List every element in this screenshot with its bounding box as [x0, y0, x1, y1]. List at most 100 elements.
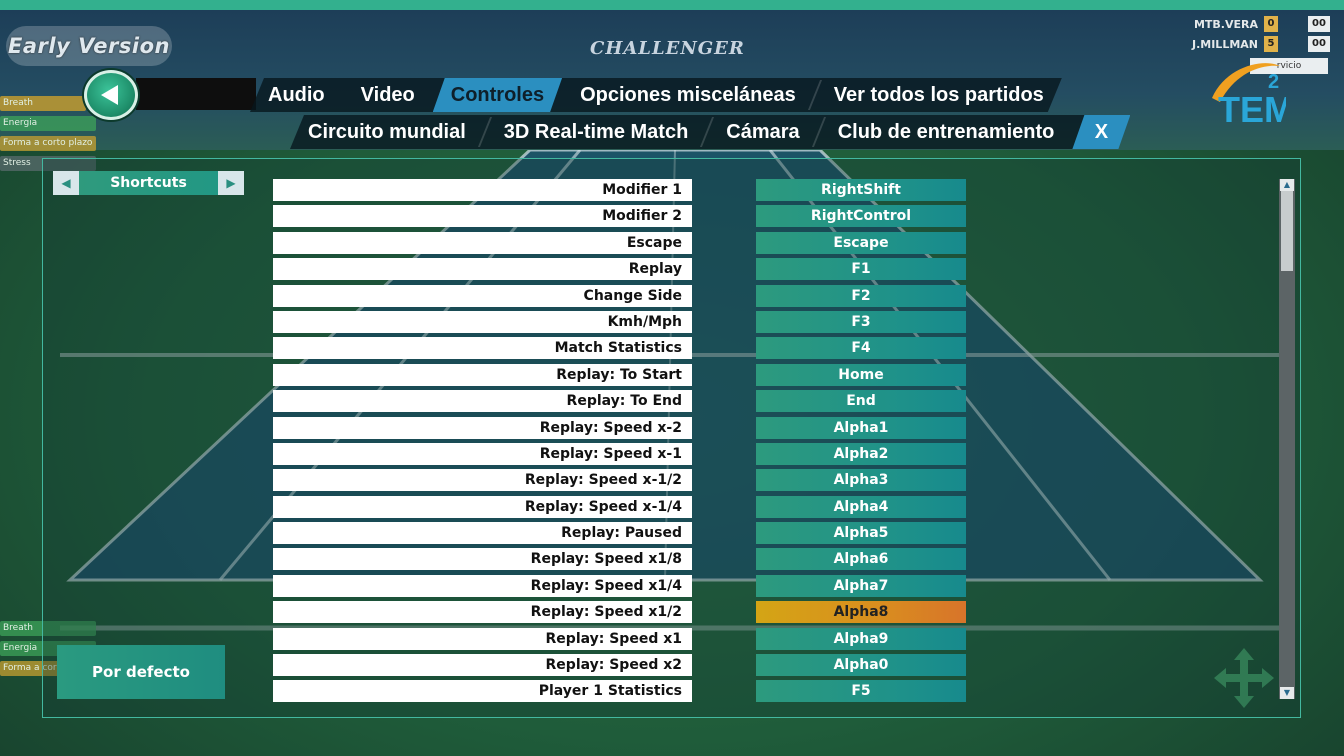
shortcut-row: Replay: Speed x1/8 Alpha6 — [273, 548, 973, 571]
key-binding-button[interactable]: Alpha3 — [756, 469, 966, 492]
key-binding-button[interactable]: F2 — [756, 284, 966, 307]
stat-fill — [0, 156, 96, 171]
set-score: 5 — [1264, 36, 1278, 52]
key-binding-button[interactable]: Alpha1 — [756, 416, 966, 439]
tab-ver-todos-los-partidos[interactable]: Ver todos los partidos — [833, 84, 1044, 106]
shortcut-row: Player 1 Statistics F5 — [273, 680, 973, 703]
key-binding-button[interactable]: RightControl — [756, 205, 966, 228]
scroll-thumb[interactable] — [1281, 191, 1293, 271]
key-binding-button[interactable]: F5 — [756, 680, 966, 703]
top-accent-strip — [0, 0, 1344, 10]
score-row-player1: MTB.VERA 0 00 — [1174, 14, 1330, 34]
shortcut-row: Replay: Speed x-2 Alpha1 — [273, 416, 973, 439]
scrollbar[interactable]: ▲ ▼ — [1279, 179, 1295, 699]
key-binding-button[interactable]: F3 — [756, 310, 966, 333]
shortcut-action-label: Replay: Speed x-2 — [273, 416, 692, 439]
shortcut-action-label: Change Side — [273, 284, 692, 307]
shortcut-action-label: Replay: Speed x1/8 — [273, 548, 692, 571]
nav-primary: Audio Video Controles Opciones misceláne… — [250, 78, 1062, 112]
default-button[interactable]: Por defecto — [57, 645, 225, 699]
scoreboard: MTB.VERA 0 00 J.MILLMAN 5 00 — [1146, 12, 1330, 58]
left-triangle-icon: ◀ — [61, 176, 71, 190]
shortcut-action-label: Replay — [273, 258, 692, 281]
tab-circuito-mundial[interactable]: Circuito mundial — [308, 121, 466, 143]
score-row-player2: J.MILLMAN 5 00 — [1174, 34, 1330, 54]
serve-indicator: rvicio — [1250, 58, 1328, 74]
stat-label: Stress — [3, 158, 31, 168]
nav-secondary: Circuito mundial 3D Real-time Match Cáma… — [290, 115, 1130, 149]
key-binding-button[interactable]: Alpha8 — [756, 601, 966, 624]
stat-fill — [0, 116, 96, 131]
down-triangle-icon: ▼ — [1283, 688, 1291, 697]
stat-fill — [0, 621, 96, 636]
shortcut-row: Replay: Speed x2 Alpha0 — [273, 654, 973, 677]
tem-logo: TEM 2 — [1206, 58, 1294, 134]
stat-label: Breath — [3, 98, 33, 108]
category-prev-button[interactable]: ◀ — [53, 171, 79, 195]
shortcut-row: Replay: Speed x-1 Alpha2 — [273, 442, 973, 465]
sponsor-logo: CHALLENGER — [590, 38, 745, 59]
key-binding-button[interactable]: End — [756, 390, 966, 413]
tab-video[interactable]: Video — [360, 84, 415, 106]
stat-label: Breath — [3, 623, 33, 633]
key-binding-button[interactable]: Alpha7 — [756, 574, 966, 597]
shortcut-row: Modifier 1 RightShift — [273, 179, 973, 201]
stats-top: Breath Energia Forma a corto plazo Stress — [0, 94, 96, 174]
player-name: MTB.VERA — [1193, 17, 1258, 31]
shortcut-action-label: Replay: Speed x2 — [273, 654, 692, 677]
tab-club-de-entrenamiento[interactable]: Club de entrenamiento — [837, 121, 1055, 143]
scroll-up-button[interactable]: ▲ — [1280, 179, 1294, 191]
key-binding-button[interactable]: RightShift — [756, 179, 966, 201]
stat-bar: Stress — [0, 154, 96, 173]
category-selector: ◀ Shortcuts ▶ — [53, 171, 244, 195]
back-bar — [136, 78, 256, 110]
shortcut-row: Change Side F2 — [273, 284, 973, 307]
shortcut-action-label: Modifier 1 — [273, 179, 692, 201]
game-points: 00 — [1308, 16, 1330, 32]
shortcut-row: Replay: Speed x-1/2 Alpha3 — [273, 469, 973, 492]
category-next-button[interactable]: ▶ — [218, 171, 244, 195]
shortcut-row: Replay: To End End — [273, 390, 973, 413]
shortcut-row: Replay F1 — [273, 258, 973, 281]
tab-controles[interactable]: Controles — [433, 78, 562, 112]
shortcut-action-label: Replay: To End — [273, 390, 692, 413]
shortcut-row: Replay: Speed x-1/4 Alpha4 — [273, 495, 973, 518]
stat-fill — [0, 136, 96, 151]
back-button[interactable] — [84, 70, 138, 120]
shortcut-list: Modifier 1 RightShift Modifier 2 RightContr… — [273, 179, 973, 707]
game-points: 00 — [1308, 36, 1330, 52]
key-binding-button[interactable]: F1 — [756, 258, 966, 281]
tab-audio[interactable]: Audio — [268, 84, 325, 106]
key-binding-button[interactable]: Alpha0 — [756, 654, 966, 677]
shortcut-row: Replay: Speed x1/2 Alpha8 — [273, 601, 973, 624]
stat-label: Forma a cor — [3, 663, 57, 673]
key-binding-button[interactable]: Alpha5 — [756, 522, 966, 545]
key-binding-button[interactable]: Home — [756, 363, 966, 386]
tab-3d-realtime-match[interactable]: 3D Real-time Match — [503, 121, 689, 143]
shortcut-action-label: Match Statistics — [273, 337, 692, 360]
key-binding-button[interactable]: Alpha2 — [756, 442, 966, 465]
shortcut-action-label: Replay: Speed x-1/2 — [273, 469, 692, 492]
set-score: 0 — [1264, 16, 1278, 32]
shortcut-row: Escape Escape — [273, 231, 973, 254]
stat-bar: Forma a corto plazo — [0, 134, 96, 153]
key-binding-button[interactable]: Alpha9 — [756, 627, 966, 650]
tab-opciones-miscelaneas[interactable]: Opciones misceláneas — [580, 84, 796, 106]
key-binding-button[interactable]: Alpha6 — [756, 548, 966, 571]
key-binding-button[interactable]: Alpha4 — [756, 495, 966, 518]
shortcut-action-label: Replay: Speed x-1/4 — [273, 495, 692, 518]
stat-fill — [0, 96, 87, 111]
right-triangle-icon: ▶ — [226, 176, 236, 190]
shortcut-action-label: Escape — [273, 231, 692, 254]
scroll-down-button[interactable]: ▼ — [1280, 687, 1294, 699]
shortcut-row: Replay: Speed x1 Alpha9 — [273, 627, 973, 650]
shortcut-row: Match Statistics F4 — [273, 337, 973, 360]
category-label: Shortcuts — [79, 171, 218, 195]
key-binding-button[interactable]: F4 — [756, 337, 966, 360]
tab-camara[interactable]: Cámara — [726, 121, 800, 143]
left-arrow-icon — [100, 85, 118, 105]
shortcut-action-label: Replay: Paused — [273, 522, 692, 545]
shortcut-action-label: Modifier 2 — [273, 205, 692, 228]
key-binding-button[interactable]: Escape — [756, 231, 966, 254]
shortcut-row: Replay: To Start Home — [273, 363, 973, 386]
